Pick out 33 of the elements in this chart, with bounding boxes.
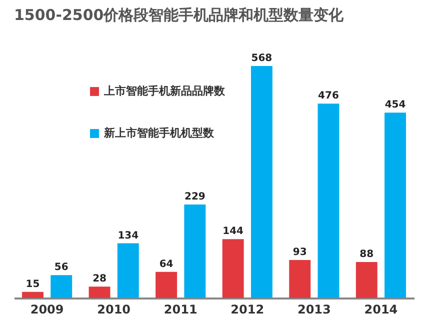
bar: [184, 204, 206, 298]
bar: [356, 262, 378, 298]
x-tick-label: 2013: [297, 302, 331, 316]
bar: [50, 275, 72, 298]
data-label: 568: [251, 53, 272, 64]
bar: [222, 239, 244, 298]
bar: [117, 243, 139, 298]
data-label: 93: [292, 247, 307, 258]
bar: [88, 286, 110, 298]
bar: [384, 112, 406, 298]
chart-title: 1500-2500价格段智能手机品牌和机型数量变化: [14, 6, 345, 24]
data-label: 134: [118, 230, 139, 242]
x-tick-label: 2011: [164, 302, 198, 316]
legend-label: 上市智能手机新品品牌数: [103, 84, 226, 98]
legend-label: 新上市智能手机机型数: [103, 126, 215, 140]
bar: [250, 66, 272, 298]
data-label: 454: [384, 100, 406, 111]
bar: [22, 292, 44, 298]
bar: [318, 104, 340, 298]
data-label: 144: [222, 226, 244, 238]
x-tick-label: 2009: [30, 302, 64, 316]
data-label: 64: [159, 258, 174, 270]
bar: [156, 272, 178, 298]
data-label: 229: [184, 191, 206, 202]
bar: [289, 260, 311, 298]
data-label: 56: [54, 262, 68, 274]
x-tick-label: 2010: [97, 302, 131, 316]
data-label: 15: [26, 278, 40, 290]
data-label: 88: [360, 249, 374, 260]
data-label: 28: [92, 274, 107, 285]
x-tick-label: 2014: [364, 302, 398, 316]
x-tick-label: 2012: [230, 302, 264, 316]
data-label: 476: [318, 90, 339, 102]
